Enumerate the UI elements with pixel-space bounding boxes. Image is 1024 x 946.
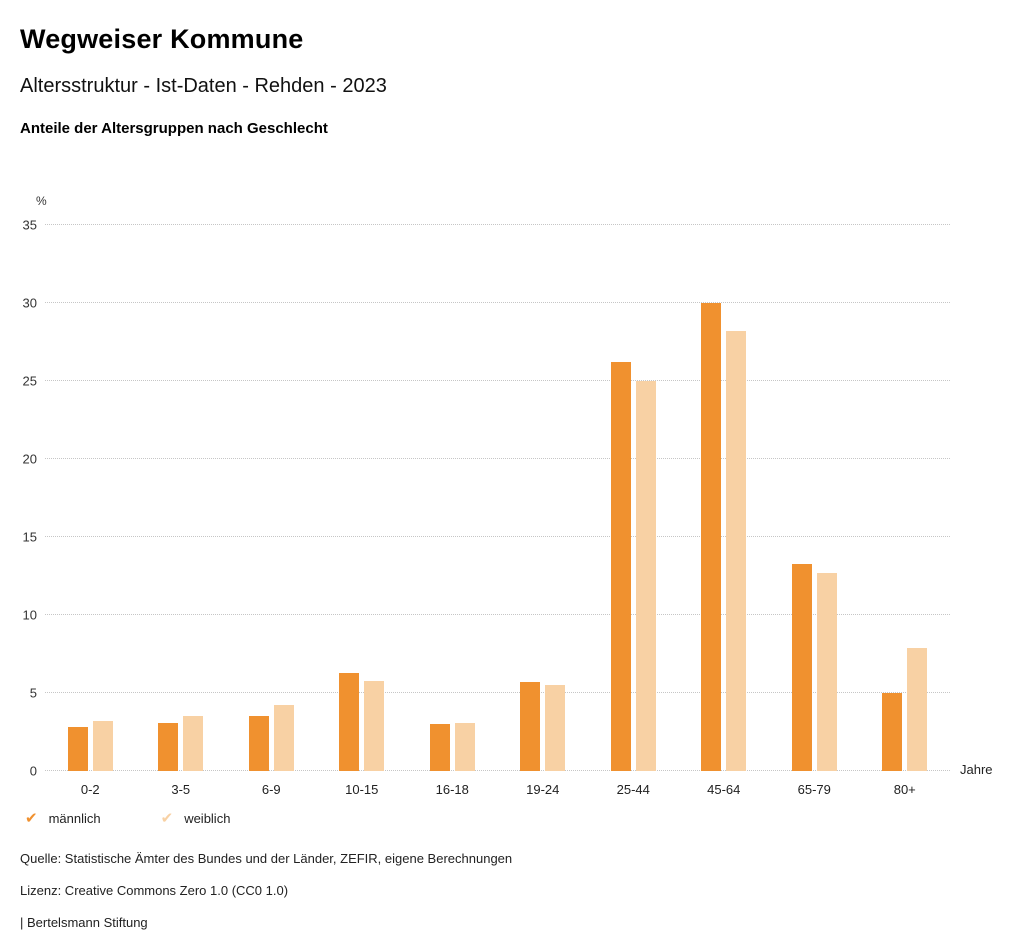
bar-group-3-5: 3-5: [158, 225, 204, 797]
gridline-20: [45, 458, 950, 459]
y-tick-label-25: 25: [22, 373, 37, 389]
bar-group-45-64: 45-64: [701, 225, 747, 797]
x-tick-label-19-24: 19-24: [526, 782, 560, 797]
gridline-15: [45, 536, 950, 537]
license-text: Lizenz: Creative Commons Zero 1.0 (CC0 1…: [20, 883, 289, 898]
x-tick-label-10-15: 10-15: [345, 782, 379, 797]
check-icon: ✔: [160, 810, 174, 827]
x-tick-label-6-9: 6-9: [261, 782, 281, 797]
bar-männlich-3-5[interactable]: [158, 722, 179, 771]
bar-group-10-15: 10-15: [339, 225, 385, 797]
bar-männlich-80+[interactable]: [882, 693, 903, 771]
x-tick-label-25-44: 25-44: [616, 782, 650, 797]
bar-group-6-9: 6-9: [248, 225, 294, 797]
bar-männlich-0-2[interactable]: [67, 727, 88, 771]
gridline-0: [45, 770, 950, 771]
gridline-35: [45, 224, 950, 225]
gridline-5: [45, 692, 950, 693]
bar-männlich-25-44[interactable]: [610, 362, 631, 771]
gridline-10: [45, 614, 950, 615]
bar-weiblich-10-15[interactable]: [364, 680, 385, 771]
bar-männlich-16-18[interactable]: [429, 724, 450, 771]
chart-subtitle: Altersstruktur - Ist-Daten - Rehden - 20…: [20, 75, 387, 97]
bar-group-25-44: 25-44: [610, 225, 656, 797]
x-tick-label-0-2: 0-2: [80, 782, 100, 797]
bar-groups: 0-2 3-5 6-9 10-15 16-18 19-24 25-44 45-64 65-79 8…: [45, 225, 950, 797]
x-tick-label-45-64: 45-64: [707, 782, 741, 797]
bar-weiblich-3-5[interactable]: [183, 716, 204, 771]
gridline-30: [45, 302, 950, 303]
bar-weiblich-6-9[interactable]: [273, 705, 294, 771]
legend-label: männlich: [48, 811, 101, 826]
y-tick-label-30: 30: [22, 295, 37, 311]
bar-weiblich-19-24[interactable]: [545, 685, 566, 771]
bar-chart: % Jahre 0 5 10 15 20 25 30 35 0-2 3-5 6-9 10-15 16-1…: [20, 194, 1004, 797]
bar-männlich-6-9[interactable]: [248, 716, 269, 771]
legend-item-männlich[interactable]: ✔ männlich: [25, 811, 101, 826]
y-tick-label-15: 15: [22, 529, 37, 545]
chart-heading: Anteile der Altersgruppen nach Geschlech…: [20, 120, 328, 137]
bar-group-80+: 80+: [882, 225, 928, 797]
check-icon: ✔: [25, 810, 38, 827]
page-title: Wegweiser Kommune: [20, 24, 304, 54]
bar-group-0-2: 0-2: [67, 225, 113, 797]
bar-group-19-24: 19-24: [520, 225, 566, 797]
bar-weiblich-25-44[interactable]: [635, 381, 656, 771]
bar-weiblich-0-2[interactable]: [92, 721, 113, 771]
bar-weiblich-65-79[interactable]: [816, 572, 837, 771]
y-tick-label-5: 5: [29, 685, 37, 701]
y-tick-label-35: 35: [22, 217, 37, 233]
x-axis-label: Jahre: [960, 762, 993, 777]
x-tick-label-16-18: 16-18: [435, 782, 469, 797]
y-tick-label-20: 20: [22, 451, 37, 467]
attribution-text: | Bertelsmann Stiftung: [20, 915, 148, 930]
gridline-25: [45, 380, 950, 381]
bar-group-65-79: 65-79: [791, 225, 837, 797]
legend-item-weiblich[interactable]: ✔ weiblich: [161, 811, 231, 826]
bar-männlich-65-79[interactable]: [791, 563, 812, 771]
x-tick-label-80+: 80+: [893, 782, 916, 797]
bar-weiblich-45-64[interactable]: [726, 331, 747, 771]
x-tick-label-65-79: 65-79: [797, 782, 831, 797]
x-tick-label-3-5: 3-5: [171, 782, 191, 797]
bar-männlich-10-15[interactable]: [339, 672, 360, 771]
bar-weiblich-80+[interactable]: [907, 647, 928, 771]
bar-männlich-19-24[interactable]: [520, 682, 541, 771]
footer: Quelle: Statistische Ämter des Bundes un…: [20, 851, 1004, 930]
bar-weiblich-16-18[interactable]: [454, 722, 475, 771]
y-axis-unit-label: %: [36, 194, 47, 208]
bar-männlich-45-64[interactable]: [701, 303, 722, 771]
legend-label: weiblich: [184, 811, 231, 826]
y-tick-label-0: 0: [29, 763, 37, 779]
bar-group-16-18: 16-18: [429, 225, 475, 797]
source-text: Quelle: Statistische Ämter des Bundes un…: [20, 851, 513, 866]
plot-area: % Jahre 0 5 10 15 20 25 30 35 0-2 3-5 6-9 10-15 16-1…: [23, 194, 993, 797]
y-tick-label-10: 10: [22, 607, 37, 623]
chart-legend: ✔ männlich ✔ weiblich: [25, 811, 1004, 826]
